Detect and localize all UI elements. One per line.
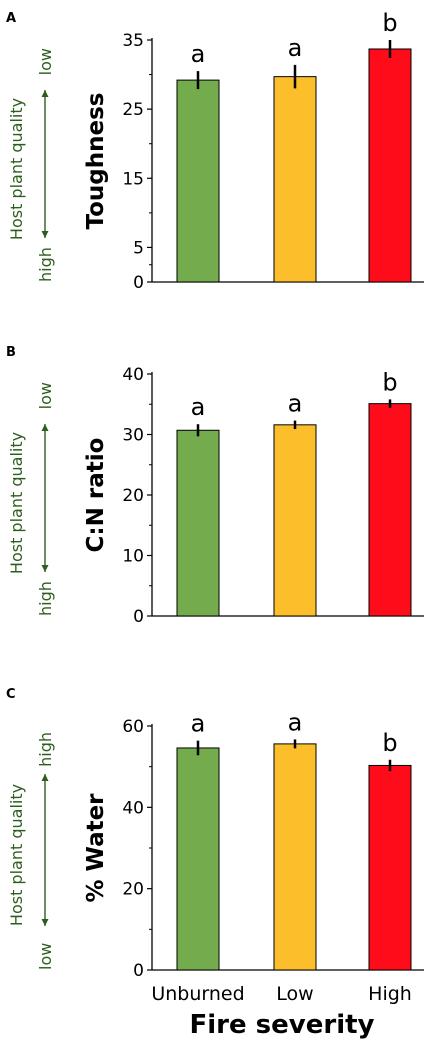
panel-a-ytick-label: 0	[133, 273, 144, 293]
panel-c-bar-unburned	[176, 747, 220, 971]
panel-b-side-arrow-up-icon	[41, 424, 49, 431]
panel-a-sig-letter: a	[288, 34, 303, 62]
panel-c-side-label: Host plant quality	[7, 784, 26, 926]
panel-c-side-top: high	[36, 732, 55, 767]
panel-a-side-top: low	[36, 48, 55, 75]
panel-a-ytick-label: 35	[122, 31, 144, 51]
panel-a-side-label: Host plant quality	[7, 98, 26, 240]
panel-c-bar-high	[368, 764, 412, 971]
panel-a-label: A	[6, 11, 16, 26]
panel-b-bar-low	[273, 424, 317, 617]
panel-b-ytick-label: 40	[122, 365, 144, 385]
panel-c-side-arrow-down-icon	[41, 919, 49, 926]
panel-a-bar-unburned	[176, 79, 220, 283]
panel-a-ytick-label: 5	[133, 238, 144, 258]
panel-a-side-bottom: high	[36, 247, 55, 282]
panel-b-side-top: low	[36, 382, 55, 409]
panel-b-y-label: C:N ratio	[83, 438, 109, 553]
x-category-label: Low	[276, 983, 313, 1005]
panel-b-ytick-label: 10	[122, 547, 144, 567]
panel-b-sig-letter: a	[288, 390, 303, 418]
panel-c-sig-letter: b	[382, 729, 397, 757]
panel-c-ytick-label: 40	[122, 798, 144, 818]
x-axis-title: Fire severity	[190, 1010, 375, 1040]
panel-a-bar-low	[273, 76, 317, 283]
panel-b-ytick-label: 30	[122, 426, 144, 446]
x-category-label: Unburned	[151, 983, 244, 1005]
panel-b-sig-letter: a	[191, 393, 206, 421]
panel-c-y-label: % Water	[83, 793, 109, 903]
panel-a-sig-letter: a	[191, 40, 206, 68]
x-category-label: High	[368, 983, 412, 1005]
panel-c-side-bottom: low	[36, 943, 55, 970]
panel-a-bar-high	[368, 48, 412, 283]
panel-c-side-arrow-up-icon	[41, 774, 49, 781]
panel-a-y-label: Toughness	[83, 92, 109, 229]
panel-a-sig-letter: b	[382, 9, 397, 37]
panel-b-bar-high	[368, 403, 412, 617]
panel-a-side-arrow-down-icon	[41, 231, 49, 238]
panel-a-side-arrow-up-icon	[41, 90, 49, 97]
panel-b-side-label: Host plant quality	[7, 432, 26, 574]
panel-b-ytick-label: 0	[133, 607, 144, 627]
panel-b-ytick-label: 20	[122, 486, 144, 506]
panel-c-ytick-label: 60	[122, 717, 144, 737]
panel-c-sig-letter: a	[191, 710, 206, 738]
panel-b-sig-letter: b	[382, 368, 397, 396]
panel-a-ytick-label: 25	[122, 100, 144, 120]
panel-c-sig-letter: a	[288, 708, 303, 736]
panel-c-label: C	[6, 687, 16, 702]
panel-c-ytick-label: 0	[133, 961, 144, 981]
panel-c-ytick-label: 20	[122, 880, 144, 900]
panel-b-label: B	[6, 345, 16, 360]
panel-b-bar-unburned	[176, 429, 220, 617]
panel-c-bar-low	[273, 743, 317, 971]
panel-a-ytick-label: 15	[122, 169, 144, 189]
panel-b-side-bottom: high	[36, 581, 55, 616]
panel-b-side-arrow-down-icon	[41, 565, 49, 572]
